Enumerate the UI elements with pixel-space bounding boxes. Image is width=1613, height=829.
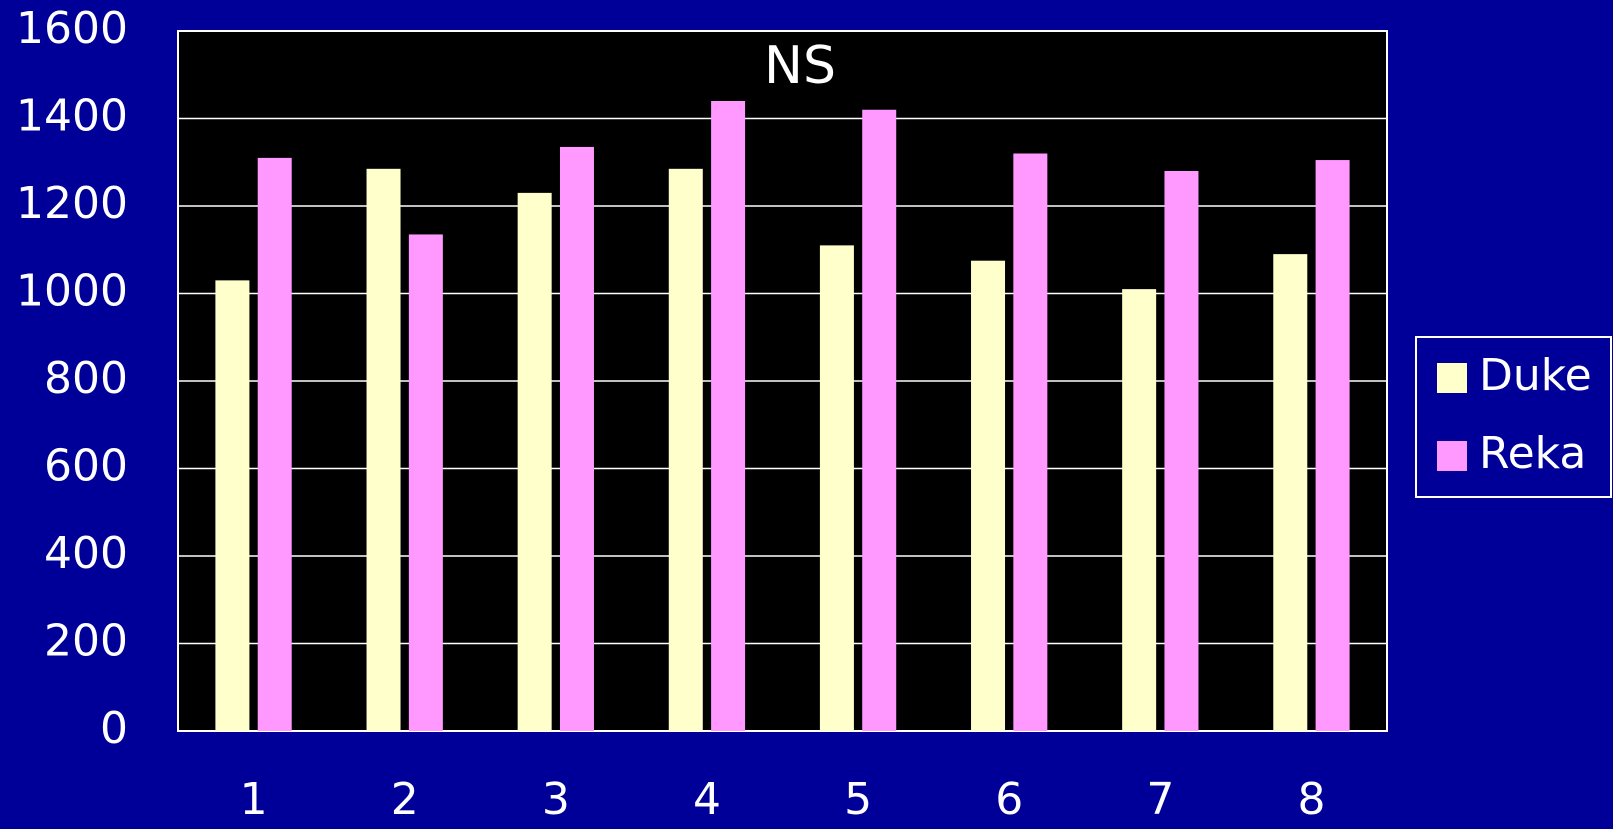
legend-swatch	[1437, 363, 1467, 393]
bar	[366, 168, 401, 731]
bar	[1273, 254, 1308, 731]
y-tick-label: 200	[44, 616, 128, 667]
chart-title: NS	[764, 36, 836, 96]
x-tick-label: 3	[542, 774, 570, 825]
x-tick-label: 1	[240, 774, 268, 825]
x-tick-label: 2	[391, 774, 419, 825]
y-tick-label: 1200	[16, 178, 128, 229]
bar	[862, 109, 897, 731]
bar	[971, 260, 1006, 731]
legend-label: Duke	[1479, 350, 1592, 401]
bar	[1164, 171, 1199, 731]
bar	[517, 192, 552, 731]
legend-swatch	[1437, 441, 1467, 471]
bar	[408, 234, 443, 731]
y-tick-label: 0	[100, 703, 128, 754]
y-tick-label: 1600	[16, 3, 128, 54]
x-tick-label: 8	[1297, 774, 1325, 825]
bar	[215, 280, 250, 731]
y-tick-label: 1000	[16, 266, 128, 317]
x-tick-label: 4	[693, 774, 721, 825]
x-tick-label: 6	[995, 774, 1023, 825]
bar	[559, 146, 594, 731]
x-tick-label: 7	[1146, 774, 1174, 825]
y-tick-label: 600	[44, 441, 128, 492]
y-tick-label: 1400	[16, 91, 128, 142]
bar	[1122, 289, 1157, 731]
bar	[1013, 153, 1048, 731]
bar	[819, 245, 854, 731]
bar	[668, 168, 703, 731]
y-tick-label: 800	[44, 353, 128, 404]
bar	[1315, 160, 1350, 731]
y-tick-label: 400	[44, 528, 128, 579]
bar	[257, 157, 292, 731]
x-tick-label: 5	[844, 774, 872, 825]
bar	[711, 101, 746, 731]
legend-label: Reka	[1479, 428, 1586, 479]
